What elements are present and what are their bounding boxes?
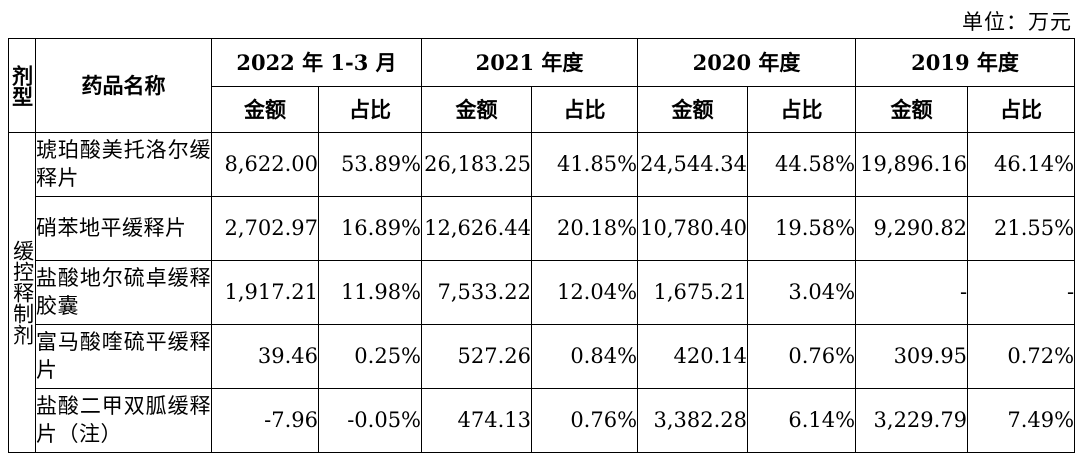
header-ratio: 占比 <box>747 86 857 133</box>
header-drug-name: 药品名称 <box>35 38 212 133</box>
header-period-2019: 2019 年度 <box>855 38 1076 87</box>
header-ratio: 占比 <box>317 86 423 133</box>
amount-2020: 420.14 <box>637 324 749 389</box>
amount-2020: 1,675.21 <box>637 260 749 325</box>
header-period-2022q1: 2022 年 1-3 月 <box>210 38 423 87</box>
amount-2020: 3,382.28 <box>637 388 749 453</box>
amount-2019: 3,229.79 <box>855 388 969 453</box>
amount-2021: 12,626.44 <box>421 196 533 261</box>
ratio-2019: - <box>967 260 1076 325</box>
ratio-2020: 3.04% <box>747 260 857 325</box>
drug-name: 硝苯地平缓释片 <box>35 196 212 261</box>
ratio-2020: 0.76% <box>747 324 857 389</box>
amount-2021: 474.13 <box>421 388 533 453</box>
table-row: 盐酸二甲双胍缓释片（注） -7.96 -0.05% 474.13 0.76% 3… <box>9 388 1076 453</box>
ratio-2021: 0.84% <box>531 324 639 389</box>
amount-2021: 527.26 <box>421 324 533 389</box>
unit-label: 单位：万元 <box>962 10 1072 34</box>
ratio-2022q1: 11.98% <box>317 260 423 325</box>
table-row: 盐酸地尔硫卓缓释胶囊 1,917.21 11.98% 7,533.22 12.0… <box>9 260 1076 325</box>
amount-2021: 7,533.22 <box>421 260 533 325</box>
ratio-2022q1: 16.89% <box>317 196 423 261</box>
header-ratio: 占比 <box>967 86 1076 133</box>
amount-2020: 10,780.40 <box>637 196 749 261</box>
amount-2022q1: -7.96 <box>211 388 319 453</box>
ratio-2019: 0.72% <box>967 324 1076 389</box>
ratio-2019: 7.49% <box>967 388 1076 453</box>
amount-2021: 26,183.25 <box>421 132 533 197</box>
drug-name: 琥珀酸美托洛尔缓释片 <box>35 132 212 197</box>
header-amount: 金额 <box>211 86 319 133</box>
amount-2022q1: 8,622.00 <box>211 132 319 197</box>
header-amount: 金额 <box>855 86 969 133</box>
amount-2022q1: 1,917.21 <box>211 260 319 325</box>
ratio-2020: 44.58% <box>747 132 857 197</box>
header-amount: 金额 <box>637 86 749 133</box>
table-row: 缓控释制剂 琥珀酸美托洛尔缓释片 8,622.00 53.89% 26,183.… <box>8 132 1076 453</box>
drug-name: 富马酸喹硫平缓释片 <box>35 324 212 389</box>
header-dosage-form: 剂型 <box>8 38 36 133</box>
header-period-2020: 2020 年度 <box>637 38 857 87</box>
dosage-form-cell: 缓控释制剂 <box>8 132 36 453</box>
ratio-2019: 21.55% <box>967 196 1076 261</box>
ratio-2021: 12.04% <box>531 260 639 325</box>
drug-name: 盐酸地尔硫卓缓释胶囊 <box>35 260 212 325</box>
ratio-2021: 41.85% <box>531 132 639 197</box>
ratio-2021: 0.76% <box>531 388 639 453</box>
ratio-2022q1: -0.05% <box>317 388 423 453</box>
header-row-periods: 剂型 药品名称 2022 年 1-3 月 2021 年度 2020 年度 201… <box>8 38 1076 133</box>
header-ratio: 占比 <box>531 86 639 133</box>
table-row: 富马酸喹硫平缓释片 39.46 0.25% 527.26 0.84% 420.1… <box>9 324 1076 389</box>
ratio-2019: 46.14% <box>967 132 1076 197</box>
ratio-2022q1: 53.89% <box>317 132 423 197</box>
ratio-2020: 19.58% <box>747 196 857 261</box>
header-amount: 金额 <box>421 86 533 133</box>
amount-2019: 9,290.82 <box>855 196 969 261</box>
sales-table: 剂型 药品名称 2022 年 1-3 月 2021 年度 2020 年度 201… <box>8 38 1076 453</box>
amount-2019: 309.95 <box>855 324 969 389</box>
drug-name: 盐酸二甲双胍缓释片（注） <box>35 388 212 453</box>
header-period-2021: 2021 年度 <box>421 38 639 87</box>
amount-2019: - <box>855 260 969 325</box>
amount-2022q1: 2,702.97 <box>211 196 319 261</box>
ratio-2021: 20.18% <box>531 196 639 261</box>
amount-2022q1: 39.46 <box>211 324 319 389</box>
table-row: 硝苯地平缓释片 2,702.97 16.89% 12,626.44 20.18%… <box>9 196 1076 261</box>
ratio-2020: 6.14% <box>747 388 857 453</box>
amount-2019: 19,896.16 <box>855 132 969 197</box>
amount-2020: 24,544.34 <box>637 132 749 197</box>
ratio-2022q1: 0.25% <box>317 324 423 389</box>
